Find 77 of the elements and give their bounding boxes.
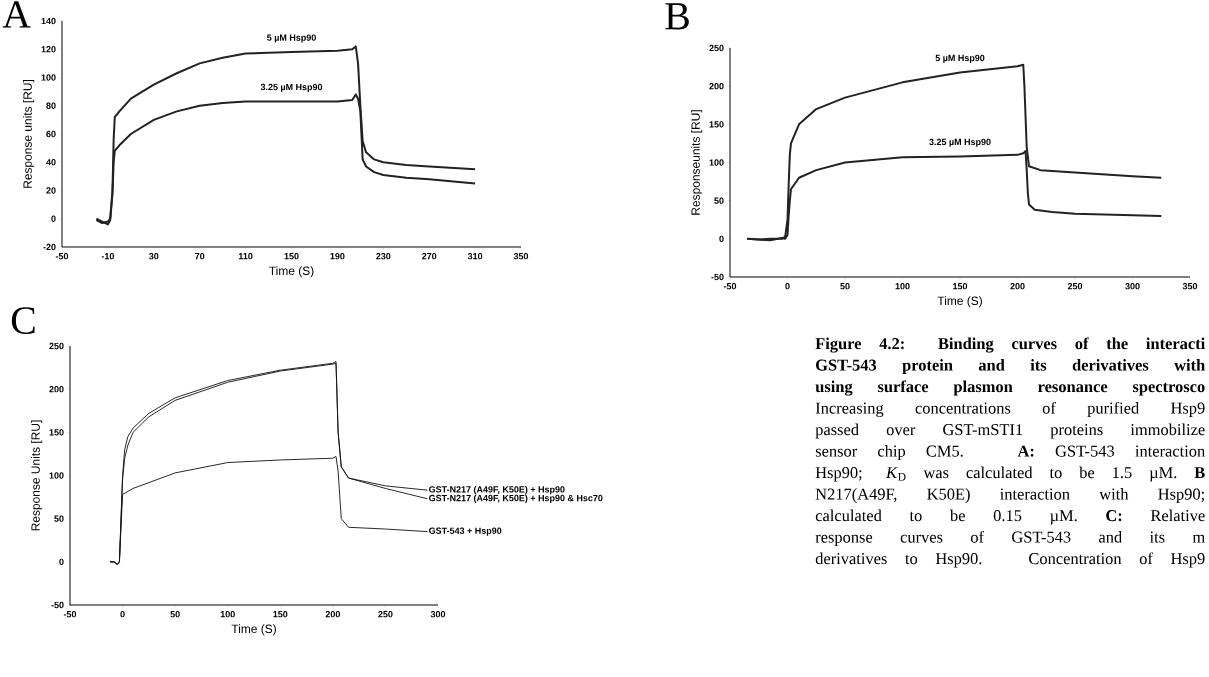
y-axis-title: Response units [RU] — [23, 80, 35, 188]
y-tick-label: 0 — [719, 235, 724, 243]
text: using surface plasmon resonance spectrosco — [815, 380, 1205, 396]
text: Hsp90; K$_{D}$ was calculated to be 1.5 µM. B — [815, 466, 1205, 482]
x-tick-label: 150 — [284, 253, 299, 260]
x-tick-label: 270 — [422, 253, 437, 260]
x-tick-label: 250 — [378, 611, 393, 618]
y-tick-label: 50 — [714, 197, 724, 204]
y-tick-label: 150 — [49, 429, 64, 436]
x-tick-label: -10 — [101, 253, 115, 260]
text: calculated to be 0.15 µM. C: Relative — [815, 509, 1205, 525]
y-tick-label: 150 — [709, 121, 724, 128]
x-tick-label: 30 — [149, 253, 159, 260]
x-tick-label: 310 — [467, 253, 483, 260]
x-axis-title: Time (S) — [231, 624, 276, 636]
x-tick-label: 100 — [220, 611, 235, 618]
y-tick-label: 100 — [41, 74, 56, 81]
series-label: GST-543 + Hsp90 — [429, 527, 502, 536]
x-tick-label: 70 — [195, 253, 205, 260]
chart-title: C — [11, 307, 35, 334]
y-tick-label: 200 — [709, 82, 724, 90]
y-tick-label: 250 — [709, 44, 724, 52]
text: passed over GST-mSTI1 proteins immobilize — [815, 423, 1205, 439]
y-axis-title: Responseunits [RU] — [691, 110, 703, 215]
x-tick-label: 0 — [785, 283, 790, 290]
x-tick-label: 50 — [840, 283, 850, 290]
y-tick-label: 50 — [54, 515, 64, 522]
y-tick-label: 200 — [49, 385, 64, 393]
text: sensor chip CM5. A: GST-543 interaction — [815, 445, 1205, 460]
x-tick-label: -50 — [63, 611, 77, 618]
x-tick-label: 200 — [1010, 283, 1025, 290]
text: GST-543 protein and its derivatives with — [816, 359, 1205, 374]
x-tick-label: 350 — [1182, 283, 1198, 290]
y-tick-label: 0 — [51, 215, 56, 222]
x-tick-label: 230 — [376, 253, 391, 260]
series-label: 5 µM Hsp90 — [267, 34, 316, 43]
y-tick-label: 60 — [46, 130, 56, 138]
x-tick-label: 250 — [1067, 283, 1083, 290]
x-tick-label: 150 — [953, 283, 968, 290]
y-tick-label: 40 — [46, 159, 56, 166]
x-tick-label: 190 — [330, 253, 345, 260]
series-label: 3.25 µM Hsp90 — [929, 138, 991, 147]
y-tick-label: 120 — [41, 46, 56, 53]
series-label: 3.25 µM Hsp90 — [260, 83, 323, 92]
text: Increasing concentrations of purified Hsp9 — [815, 401, 1205, 418]
text: response curves of GST-543 and its m — [815, 530, 1205, 546]
text: N217(A49F, K50E) interaction with Hsp90; — [815, 488, 1204, 503]
x-tick-label: 300 — [1125, 283, 1140, 290]
y-tick-label: 0 — [59, 558, 64, 566]
chart-title: A — [2, 1, 31, 28]
x-tick-label: 200 — [325, 611, 340, 618]
y-tick-label: 100 — [49, 472, 64, 479]
text: Figure 4.2: Binding curves of the interacti — [815, 337, 1205, 353]
x-tick-label: 0 — [120, 611, 125, 618]
x-tick-label: 300 — [430, 611, 446, 618]
x-tick-label: 150 — [273, 611, 288, 618]
y-axis-title: Response Units [RU] — [31, 420, 43, 531]
series-label: GST-N217 (A49F, K50E) + Hsp90 & Hsc70 — [429, 494, 603, 503]
y-tick-label: 250 — [49, 342, 64, 350]
series-label: 5 µM Hsp90 — [935, 54, 985, 63]
y-tick-label: 100 — [709, 159, 724, 166]
x-tick-label: 110 — [238, 253, 253, 260]
x-axis-title: Time (S) — [269, 266, 314, 278]
x-tick-label: 50 — [170, 611, 180, 618]
y-tick-label: 20 — [46, 187, 56, 194]
x-axis-title: Time (S) — [937, 296, 982, 308]
x-tick-label: 350 — [513, 253, 529, 260]
chart-title: B — [665, 3, 689, 30]
y-tick-label: -50 — [51, 601, 64, 609]
y-tick-label: 80 — [46, 102, 56, 109]
x-tick-label: -50 — [723, 283, 737, 290]
y-tick-label: -20 — [43, 243, 56, 251]
x-tick-label: 100 — [895, 283, 910, 290]
series-label: GST-N217 (A49F, K50E) + Hsp90 — [429, 485, 565, 495]
text: derivatives to Hsp90. Concentration of Hsp9 — [815, 552, 1205, 568]
y-tick-label: -50 — [711, 273, 724, 281]
y-tick-label: 140 — [41, 17, 56, 25]
